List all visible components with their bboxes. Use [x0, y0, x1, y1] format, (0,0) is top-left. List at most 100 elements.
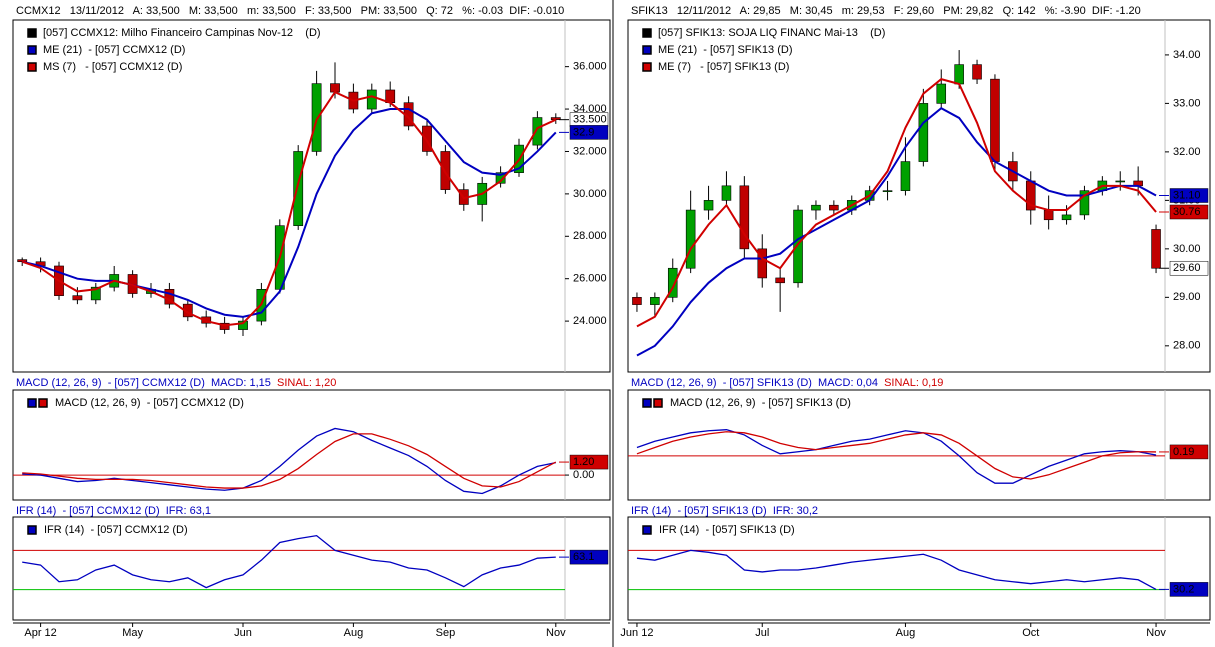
last-value-label: 29.60 [1173, 262, 1201, 274]
candle-body [972, 64, 982, 80]
candle-body [90, 286, 101, 301]
candle-body [739, 185, 750, 250]
legend-label: ME (7) - [057] SFIK13 (D) [658, 61, 789, 73]
panel: IFR (14) - [057] CCMX12 (D) IFR: 63,1 63.… [12, 505, 611, 639]
panel-header: IFR (14) - [057] SFIK13 (D) IFR: 30,2 [631, 505, 818, 517]
candle-body [1115, 180, 1126, 183]
panel-frame [12, 516, 611, 621]
last-value-box [1169, 188, 1209, 203]
panel: SFIK13 12/11/2012 A: 29,85 M: 30,45 m: 2… [627, 5, 1211, 373]
panel-frame [12, 19, 611, 373]
candle-body [422, 125, 432, 152]
candle-body [829, 204, 839, 211]
last-value-box [1169, 204, 1209, 220]
series-line [22, 427, 556, 495]
y-tick-label: 28.000 [573, 230, 607, 242]
y-tick-label: 29.00 [1173, 291, 1201, 303]
panel: MACD (12, 26, 9) - [057] CCMX12 (D) MACD… [12, 377, 611, 501]
legend-label: [057] CCMX12: Milho Financeiro Campinas … [43, 27, 321, 39]
legend-swatch [642, 28, 652, 38]
legend-label: IFR (14) - [057] CCMX12 (D) [44, 524, 188, 536]
candle-body [495, 172, 506, 184]
candle-body [366, 89, 377, 110]
y-tick-label: 34.000 [573, 103, 607, 115]
last-value-label: 63.1 [573, 551, 594, 563]
y-tick-label: 28.00 [1173, 340, 1201, 352]
legend-swatch [27, 28, 37, 38]
x-tick-label: Oct [1022, 627, 1039, 639]
candle-body [721, 185, 732, 201]
x-tick-label: Aug [896, 627, 916, 639]
x-tick-label: Jul [755, 627, 769, 639]
legend-swatch [642, 398, 652, 408]
y-tick-label: 24.000 [573, 315, 607, 327]
x-tick-label: Jun 12 [620, 627, 653, 639]
header-part: SFIK13 12/11/2012 A: 29,85 M: 30,45 m: 2… [631, 5, 1141, 17]
last-value-label: 33.500 [573, 114, 607, 126]
legend-label: IFR (14) - [057] SFIK13 (D) [659, 524, 795, 536]
candle-body [1043, 209, 1054, 221]
panel: CCMX12 13/11/2012 A: 33,500 M: 33,500 m:… [12, 5, 611, 373]
panel-header: IFR (14) - [057] CCMX12 (D) IFR: 63,1 [16, 505, 211, 517]
x-tick-label: Jun [234, 627, 252, 639]
y-tick-label: 0.00 [573, 469, 594, 481]
series-line [636, 429, 1157, 484]
candle-body [882, 190, 893, 192]
legend-label: MACD (12, 26, 9) - [057] SFIK13 (D) [670, 397, 851, 409]
last-value-box [569, 454, 609, 470]
y-tick-label: 34.00 [1173, 49, 1201, 61]
legend-label: [057] SFIK13: SOJA LIQ FINANC Mai-13 (D) [658, 27, 885, 39]
candle-body [667, 267, 678, 298]
candle-body [330, 83, 340, 93]
last-value-box [569, 549, 609, 565]
panel-header: CCMX12 13/11/2012 A: 33,500 M: 33,500 m:… [16, 5, 564, 17]
candle-body [219, 322, 230, 330]
last-value-label: 1.20 [573, 456, 594, 468]
candle-body [954, 64, 964, 85]
series-line [636, 78, 1157, 328]
series-line [21, 108, 557, 318]
y-tick-label: 32.000 [573, 145, 607, 157]
header-part: SINAL: 0,19 [884, 377, 943, 389]
last-value-label: 0.19 [1173, 446, 1194, 458]
x-tick-label: May [122, 627, 143, 639]
series-line [22, 534, 556, 589]
y-tick-label: 36.000 [573, 61, 607, 73]
candle-body [632, 297, 642, 305]
candle-body [990, 78, 1000, 162]
last-value-box [569, 125, 609, 140]
legend-swatch [642, 45, 652, 55]
candle-body [936, 83, 947, 104]
legend-swatch [27, 45, 37, 55]
last-value-box [1169, 582, 1209, 597]
header-part: CCMX12 13/11/2012 A: 33,500 M: 33,500 m:… [16, 5, 564, 17]
candle-body [685, 209, 696, 269]
legend-swatch [38, 398, 48, 408]
candle-body [1079, 190, 1090, 216]
x-tick-label: Nov [546, 627, 566, 639]
legend-label: MACD (12, 26, 9) - [057] CCMX12 (D) [55, 397, 244, 409]
candle-body [811, 204, 821, 211]
panel: IFR (14) - [057] SFIK13 (D) IFR: 30,2 30.… [620, 505, 1211, 639]
panel-header: MACD (12, 26, 9) - [057] CCMX12 (D) MACD… [16, 377, 336, 389]
legend-swatch [27, 62, 37, 72]
y-tick-label: 26.000 [573, 273, 607, 285]
legend-swatch [27, 525, 37, 535]
legend-swatch [642, 525, 652, 535]
panel-frame [627, 389, 1211, 501]
candle-body [1061, 214, 1072, 221]
legend-label: MS (7) - [057] CCMX12 (D) [43, 61, 182, 73]
candle-body [17, 259, 28, 263]
candle-body [650, 297, 660, 305]
last-value-box [1169, 444, 1209, 460]
panel-header: MACD (12, 26, 9) - [057] SFIK13 (D) MACD… [631, 377, 943, 389]
series-line [22, 433, 557, 489]
header-part: MACD (12, 26, 9) - [057] CCMX12 (D) MACD… [16, 377, 277, 389]
candle-body [293, 151, 304, 226]
series-line [636, 431, 1157, 480]
candle-body [918, 103, 929, 162]
legend-label: ME (21) - [057] SFIK13 (D) [658, 44, 792, 56]
candle-body [900, 161, 911, 191]
legend-swatch [27, 398, 37, 408]
